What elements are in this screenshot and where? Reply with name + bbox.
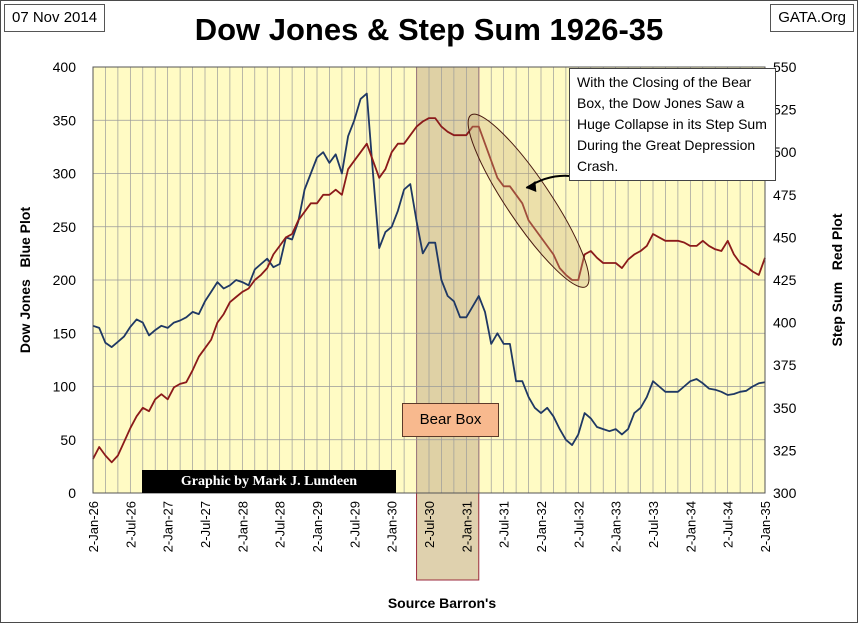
right-tick-label: 475 <box>773 187 797 203</box>
right-tick-label: 525 <box>773 102 797 118</box>
left-axis-title: Dow Jones Blue Plot <box>17 207 33 354</box>
x-tick-label: 2-Jul-26 <box>123 501 138 548</box>
x-tick-label: 2-Jan-34 <box>683 501 698 552</box>
x-tick-label: 2-Jul-31 <box>497 501 512 548</box>
left-tick-label: 300 <box>53 166 77 182</box>
x-tick-label: 2-Jan-31 <box>459 501 474 552</box>
left-axis-ticks: 0 50 100 150 200 250 300 350 400 <box>53 59 77 501</box>
chart-title: Dow Jones & Step Sum 1926-35 <box>194 12 664 47</box>
arrow-head <box>526 180 537 192</box>
right-tick-label: 300 <box>773 485 797 501</box>
x-tick-label: 2-Jan-35 <box>758 501 773 552</box>
left-tick-label: 350 <box>53 112 77 128</box>
dow-jones-series-line <box>92 92 766 447</box>
left-tick-label: 250 <box>53 219 77 235</box>
left-tick-label: 0 <box>68 485 76 501</box>
x-tick-label: 2-Jul-33 <box>646 501 661 548</box>
x-tick-label: 2-Jan-28 <box>235 501 250 552</box>
right-tick-label: 450 <box>773 229 797 245</box>
right-tick-label: 550 <box>773 59 797 75</box>
annotation-arrow <box>525 174 571 192</box>
x-axis-ticks: 2-Jan-26 2-Jul-26 2-Jan-27 2-Jul-27 2-Jan-28… <box>86 501 773 552</box>
x-tick-label: 2-Jul-32 <box>571 501 586 548</box>
x-tick-label: 2-Jan-27 <box>161 501 176 552</box>
x-tick-label: 2-Jul-28 <box>273 501 288 548</box>
x-tick-label: 2-Jan-26 <box>86 501 101 552</box>
left-tick-label: 150 <box>53 325 77 341</box>
crash-highlight-ellipse <box>467 113 590 288</box>
x-tick-label: 2-Jul-30 <box>422 501 437 548</box>
step-sum-series-line <box>92 117 766 464</box>
x-tick-label: 2-Jan-32 <box>534 501 549 552</box>
left-tick-label: 400 <box>53 59 77 75</box>
plot-border <box>92 66 766 494</box>
x-tick-label: 2-Jul-27 <box>198 501 213 548</box>
x-tick-label: 2-Jul-34 <box>721 501 736 548</box>
right-tick-label: 425 <box>773 272 797 288</box>
series-lines <box>92 92 766 464</box>
right-axis-title: Step Sum Red Plot <box>829 213 845 346</box>
left-tick-label: 200 <box>53 272 77 288</box>
right-tick-label: 325 <box>773 442 797 458</box>
bear-box-label: Bear Box <box>402 403 499 437</box>
date-label: 07 Nov 2014 <box>4 4 106 32</box>
right-tick-label: 375 <box>773 357 797 373</box>
right-axis-ticks: 300 325 350 375 400 425 450 475 500 525 550 <box>773 59 797 501</box>
right-tick-label: 500 <box>773 144 797 160</box>
x-tick-label: 2-Jan-33 <box>609 501 624 552</box>
x-tick-label: 2-Jul-29 <box>347 501 362 548</box>
left-tick-label: 50 <box>60 432 76 448</box>
right-tick-label: 350 <box>773 400 797 416</box>
annotation-note: With the Closing of the Bear Box, the Do… <box>569 68 776 181</box>
x-tick-label: 2-Jan-29 <box>310 501 325 552</box>
site-label: GATA.Org <box>770 4 854 32</box>
right-tick-label: 400 <box>773 315 797 331</box>
left-tick-label: 100 <box>53 379 77 395</box>
x-tick-label: 2-Jan-30 <box>385 501 400 552</box>
credit-banner: Graphic by Mark J. Lundeen <box>142 470 396 493</box>
x-axis-title: Source Barron's <box>388 595 497 611</box>
